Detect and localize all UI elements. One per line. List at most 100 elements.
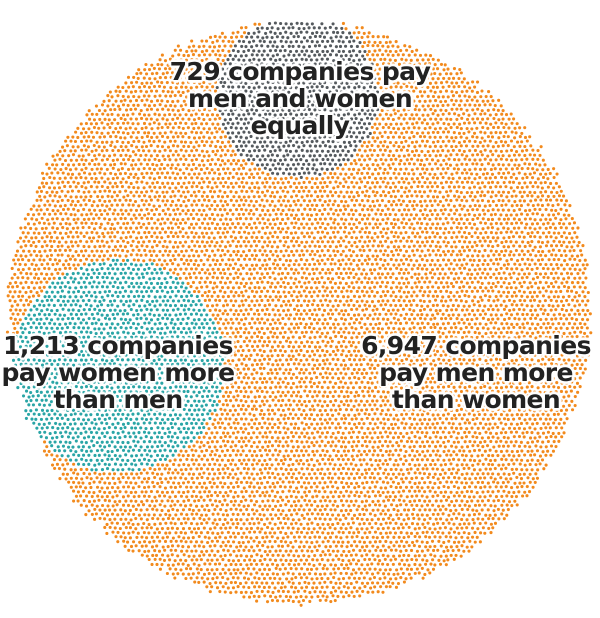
dot-men-more	[405, 295, 409, 299]
dot-men-more	[266, 336, 270, 340]
dot-men-more	[108, 126, 112, 130]
dot-men-more	[449, 281, 454, 285]
dot-men-more	[134, 208, 139, 212]
dot-men-more	[575, 299, 579, 303]
dot-men-more	[436, 167, 440, 171]
dot-men-more	[502, 253, 506, 257]
dot-men-more	[422, 163, 426, 167]
dot-men-more	[186, 281, 190, 286]
dot-men-more	[488, 204, 492, 208]
dot-men-more	[137, 221, 141, 225]
dot-men-more	[326, 231, 330, 235]
dot-men-more	[525, 157, 529, 161]
dot-men-more	[231, 321, 235, 325]
dot-men-more	[349, 298, 353, 303]
dot-men-more	[437, 277, 441, 281]
dot-men-more	[379, 294, 383, 299]
dot-men-more	[77, 154, 81, 158]
dot-men-more	[223, 145, 227, 149]
dot-men-more	[355, 171, 360, 175]
dot-men-more	[522, 199, 527, 203]
dot-men-more	[459, 71, 463, 75]
dot-men-more	[450, 107, 454, 111]
dot-men-more	[11, 285, 15, 289]
dot-men-more	[239, 345, 243, 349]
dot-men-more	[452, 122, 456, 126]
dot-men-more	[436, 139, 440, 144]
dot-men-more	[489, 185, 493, 189]
dot-men-more	[171, 171, 175, 175]
dot-men-more	[183, 195, 188, 199]
dot-men-more	[113, 153, 117, 157]
dot-men-more	[92, 227, 96, 231]
dot-men-more	[420, 230, 425, 234]
dot-men-more	[333, 326, 337, 330]
dot-men-more	[493, 212, 497, 216]
dot-men-more	[157, 139, 161, 143]
dot-men-more	[352, 230, 356, 234]
dot-men-more	[205, 176, 209, 180]
dot-men-more	[464, 226, 468, 230]
dot-men-more	[185, 167, 189, 171]
dot-men-more	[158, 186, 162, 190]
dot-men-more	[449, 262, 453, 266]
dot-men-more	[462, 249, 466, 253]
dot-men-more	[231, 286, 235, 290]
dot-men-more	[423, 80, 427, 84]
dot-men-more	[176, 218, 180, 222]
dot-men-more	[197, 217, 201, 222]
dot-men-more	[362, 294, 366, 298]
dot-men-more	[520, 294, 524, 298]
dot-men-more	[502, 217, 506, 221]
dot-men-more	[108, 254, 113, 258]
dot-men-more	[267, 340, 271, 344]
dot-men-more	[496, 181, 500, 185]
dot-men-more	[326, 303, 330, 307]
dot-men-more	[166, 145, 171, 149]
dot-men-more	[205, 150, 209, 154]
dot-men-more	[328, 336, 333, 340]
dot-men-more	[116, 85, 120, 89]
dot-men-more	[194, 166, 198, 171]
dot-men-more	[378, 266, 382, 270]
dot-men-more	[158, 240, 162, 244]
dot-men-more	[206, 294, 210, 298]
dot-men-more	[229, 190, 233, 194]
dot-men-more	[161, 199, 165, 203]
dot-men-more	[502, 171, 506, 175]
dot-men-more	[446, 221, 450, 225]
dot-men-more	[142, 186, 146, 190]
dot-men-more	[502, 181, 506, 185]
dot-men-more	[499, 276, 503, 280]
dot-men-more	[536, 185, 540, 189]
dot-men-more	[302, 199, 306, 203]
dot-men-more	[457, 84, 461, 89]
dot-men-more	[347, 285, 351, 289]
dot-men-more	[48, 186, 52, 190]
dot-men-more	[286, 235, 290, 239]
dot-men-more	[362, 166, 366, 171]
dot-men-more	[235, 281, 239, 285]
dot-men-more	[479, 112, 483, 116]
dot-men-more	[176, 263, 180, 267]
dot-men-more	[268, 303, 272, 307]
dot-men-more	[258, 221, 262, 225]
dot-men-more	[561, 303, 566, 308]
dot-men-more	[229, 217, 233, 222]
dot-men-more	[488, 139, 492, 143]
dot-men-more	[281, 335, 285, 339]
dot-men-more	[145, 117, 149, 121]
dot-men-more	[384, 239, 388, 243]
dot-men-more	[581, 263, 585, 267]
dot-men-more	[516, 185, 520, 189]
dot-men-more	[34, 272, 38, 276]
dot-men-more	[193, 244, 197, 248]
dot-men-more	[470, 190, 474, 195]
dot-men-more	[337, 286, 341, 290]
dot-men-more	[237, 167, 241, 171]
dot-men-more	[308, 316, 312, 320]
dot-men-more	[504, 176, 508, 180]
dot-men-more	[74, 195, 78, 199]
dot-men-more	[200, 75, 205, 79]
dot-men-more	[316, 340, 320, 344]
